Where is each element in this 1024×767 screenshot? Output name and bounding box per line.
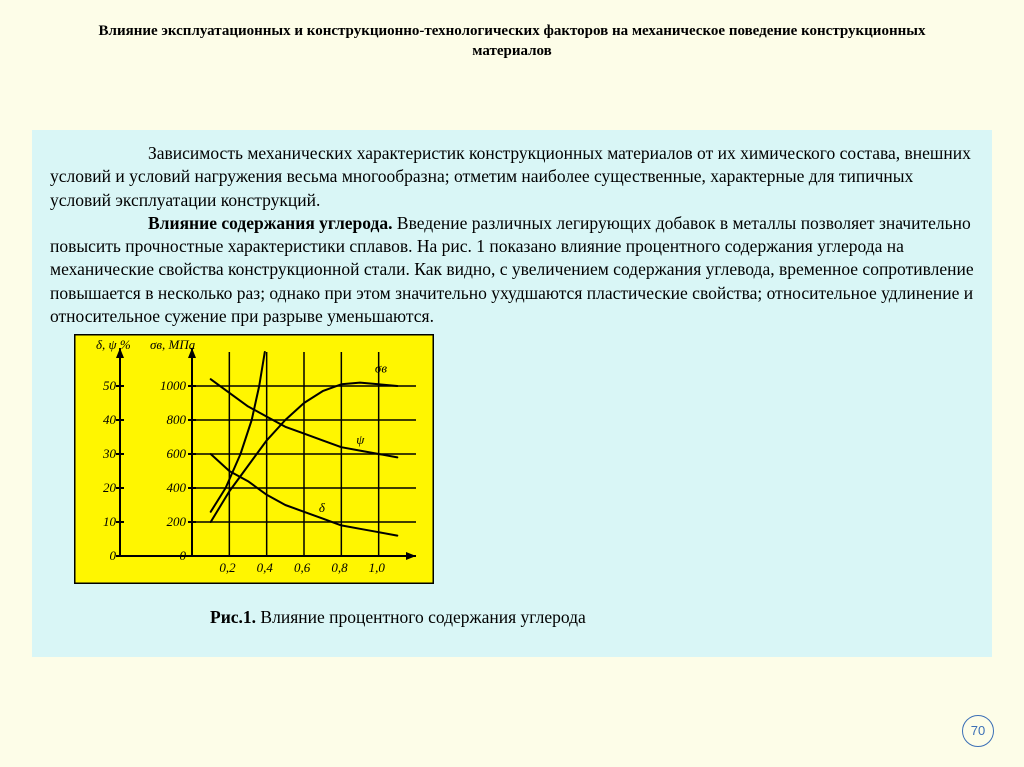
svg-text:0,4: 0,4 [257,560,274,575]
page-title: Влияние эксплуатационных и конструкционн… [0,0,1024,61]
svg-text:400: 400 [167,480,187,495]
content-panel: Зависимость механических характеристик к… [32,130,992,657]
svg-text:600: 600 [167,446,187,461]
svg-text:200: 200 [167,514,187,529]
svg-text:0: 0 [110,548,117,563]
svg-text:10: 10 [103,514,117,529]
svg-text:800: 800 [167,412,187,427]
figure-1-caption: Рис.1. Влияние процентного содержания уг… [210,606,974,629]
caption-tail: Влияние процентного содержания углерода [256,607,586,627]
svg-text:σв: σв [375,361,387,376]
paragraph-2: Влияние содержания углерода. Введение ра… [50,212,974,328]
svg-text:0,8: 0,8 [331,560,348,575]
svg-text:σв, МПа: σв, МПа [150,337,196,352]
svg-text:30: 30 [102,446,117,461]
svg-text:20: 20 [103,480,117,495]
svg-text:δ, ψ %: δ, ψ % [96,337,131,352]
svg-text:1,0: 1,0 [369,560,386,575]
p2-lead-bold: Влияние содержания углерода. [148,213,393,233]
figure-1-chart: δ, ψ % σв, МПа 0,2 0,4 0,6 0,8 1,0 0 10 20 30 40 50 0… [74,334,974,584]
svg-text:50: 50 [103,378,117,393]
svg-text:1000: 1000 [160,378,187,393]
svg-text:ψ: ψ [356,432,365,447]
svg-text:40: 40 [103,412,117,427]
svg-text:0,6: 0,6 [294,560,311,575]
svg-text:0: 0 [180,548,187,563]
svg-text:0,2: 0,2 [219,560,236,575]
svg-text:δ: δ [319,500,326,515]
paragraph-1: Зависимость механических характеристик к… [50,142,974,212]
caption-bold: Рис.1. [210,607,256,627]
page-number-badge: 70 [962,715,994,747]
